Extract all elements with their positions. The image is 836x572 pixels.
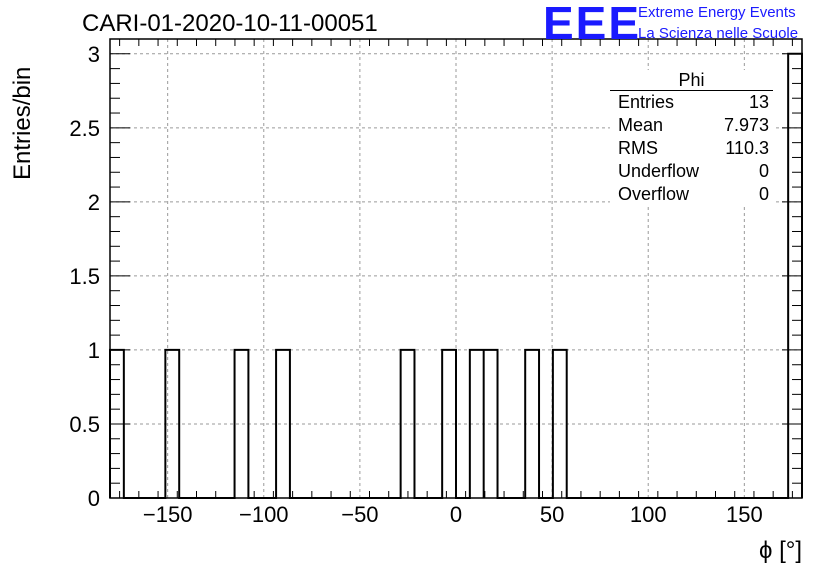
y-axis-label: Entries/bin bbox=[9, 67, 36, 180]
stats-box: Phi Entries 13 Mean 7.973 RMS 110.3 Unde… bbox=[610, 70, 773, 206]
x-tick-label: 50 bbox=[540, 502, 564, 527]
stats-label: Underflow bbox=[618, 161, 700, 181]
stats-value: 13 bbox=[748, 92, 769, 112]
stats-row-rms: RMS 110.3 bbox=[610, 137, 773, 160]
x-tick-label: 0 bbox=[450, 502, 462, 527]
stats-row-entries: Entries 13 bbox=[610, 91, 773, 114]
plot-frame bbox=[109, 38, 803, 499]
brand-tagline: La Scienza nelle Scuole bbox=[638, 25, 799, 42]
x-axis-ticks: −150 −100 −50 0 50 100 150 bbox=[119, 39, 793, 527]
y-tick-label: 1 bbox=[88, 338, 100, 363]
x-tick-label: −100 bbox=[239, 502, 289, 527]
x-tick-label: −150 bbox=[143, 502, 193, 527]
stats-row-underflow: Underflow 0 bbox=[610, 160, 773, 183]
y-axis-ticks: 0 0.5 1 1.5 2 2.5 3 bbox=[69, 38, 802, 511]
stats-value: 0 bbox=[758, 161, 769, 181]
y-tick-label: 0.5 bbox=[69, 412, 100, 437]
y-tick-label: 2 bbox=[88, 190, 100, 215]
x-tick-label: −50 bbox=[341, 502, 378, 527]
eee-logo: EEE bbox=[543, 0, 642, 49]
stats-title: Phi bbox=[610, 70, 773, 91]
stats-label: RMS bbox=[618, 138, 658, 158]
stats-value: 0 bbox=[758, 184, 769, 204]
y-tick-label: 2.5 bbox=[69, 116, 100, 141]
stats-label: Entries bbox=[618, 92, 675, 112]
x-tick-label: 100 bbox=[630, 502, 667, 527]
y-tick-label: 3 bbox=[88, 42, 100, 67]
x-axis-label: ϕ [°] bbox=[759, 537, 802, 564]
stats-label: Overflow bbox=[618, 184, 690, 204]
y-tick-label: 0 bbox=[88, 486, 100, 511]
x-tick-label: 150 bbox=[726, 502, 763, 527]
brand-name: Extreme Energy Events bbox=[638, 4, 796, 21]
stats-row-mean: Mean 7.973 bbox=[610, 114, 773, 137]
stats-value: 110.3 bbox=[725, 138, 769, 158]
run-title: CARI-01-2020-10-11-00051 bbox=[82, 10, 378, 37]
y-tick-label: 1.5 bbox=[69, 264, 100, 289]
stats-label: Mean bbox=[618, 115, 664, 135]
stats-value: 7.973 bbox=[723, 115, 769, 135]
stats-row-overflow: Overflow 0 bbox=[610, 183, 773, 206]
